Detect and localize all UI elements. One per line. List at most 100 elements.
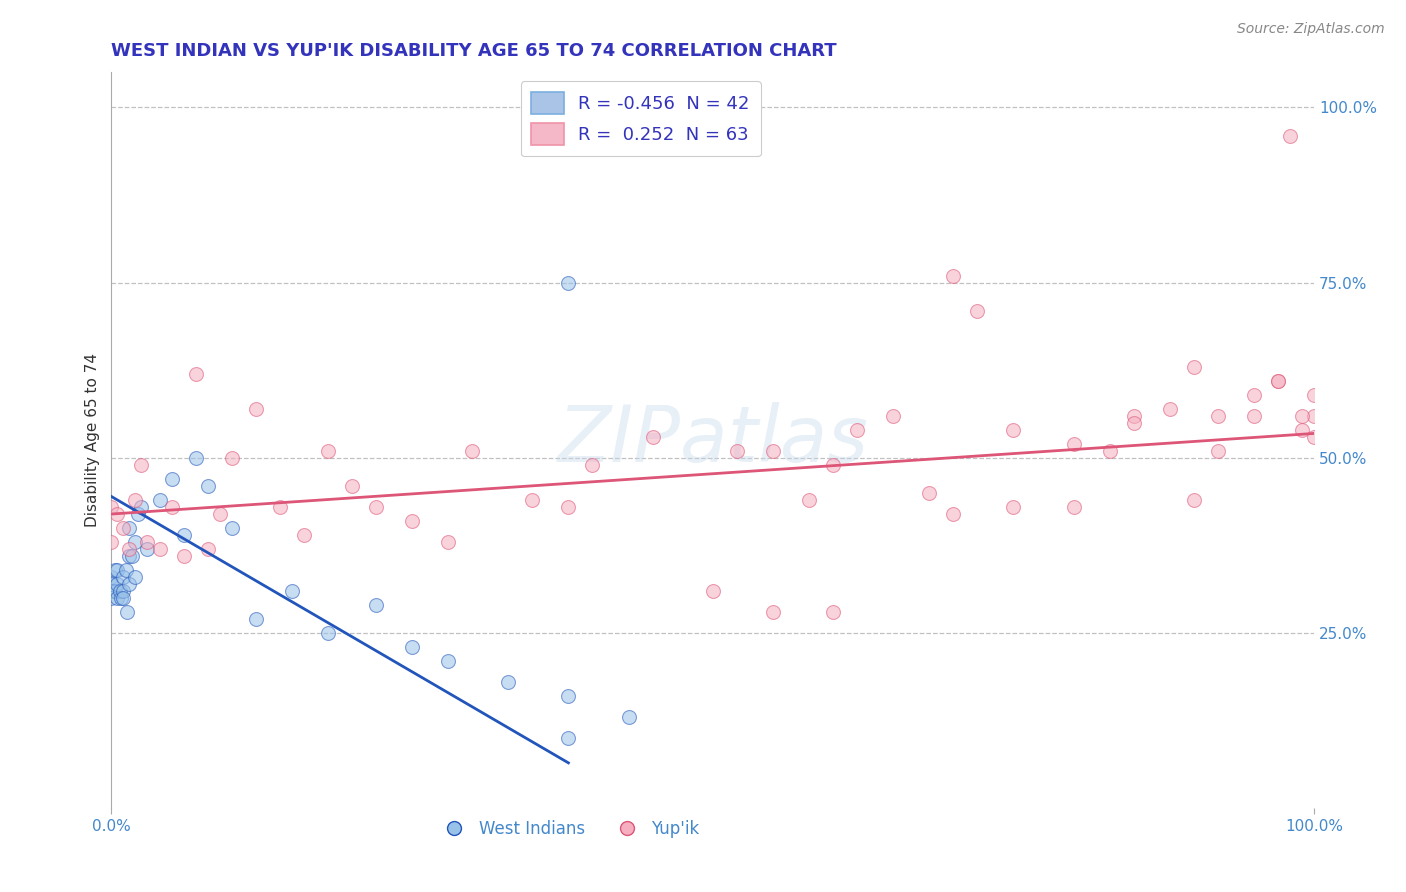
Point: [762, 605, 785, 619]
Point: [821, 605, 844, 619]
Point: [702, 584, 724, 599]
Point: [1182, 493, 1205, 508]
Point: [557, 276, 579, 290]
Point: [846, 423, 869, 437]
Point: [437, 654, 460, 668]
Point: [1206, 409, 1229, 423]
Point: [115, 605, 138, 619]
Point: [173, 549, 195, 563]
Point: [1303, 430, 1326, 444]
Point: [918, 486, 941, 500]
Point: [1002, 500, 1025, 514]
Point: [316, 626, 339, 640]
Point: [292, 528, 315, 542]
Point: [1122, 409, 1144, 423]
Point: [100, 535, 122, 549]
Point: [401, 640, 423, 655]
Point: [1243, 388, 1265, 402]
Point: [269, 500, 291, 514]
Point: [148, 542, 170, 557]
Point: [112, 521, 135, 535]
Point: [281, 584, 304, 599]
Point: [581, 458, 603, 472]
Point: [557, 500, 579, 514]
Point: [966, 303, 988, 318]
Point: [197, 479, 219, 493]
Point: [221, 450, 243, 465]
Point: [110, 591, 132, 606]
Point: [131, 500, 153, 514]
Point: [1267, 374, 1289, 388]
Point: [557, 731, 579, 746]
Point: [118, 542, 141, 557]
Point: [1291, 423, 1313, 437]
Point: [1303, 409, 1326, 423]
Point: [942, 507, 965, 521]
Point: [498, 675, 520, 690]
Point: [1063, 437, 1085, 451]
Point: [340, 479, 363, 493]
Point: [725, 444, 748, 458]
Point: [1002, 423, 1025, 437]
Point: [108, 584, 131, 599]
Point: [762, 444, 785, 458]
Point: [1182, 359, 1205, 374]
Point: [437, 535, 460, 549]
Point: [100, 500, 122, 514]
Point: [100, 591, 122, 606]
Point: [364, 598, 387, 612]
Point: [136, 535, 159, 549]
Point: [882, 409, 904, 423]
Point: [127, 507, 149, 521]
Point: [184, 450, 207, 465]
Legend: West Indians, Yup'ik: West Indians, Yup'ik: [430, 813, 706, 844]
Point: [104, 563, 127, 577]
Point: [173, 528, 195, 542]
Point: [245, 401, 267, 416]
Text: WEST INDIAN VS YUP'IK DISABILITY AGE 65 TO 74 CORRELATION CHART: WEST INDIAN VS YUP'IK DISABILITY AGE 65 …: [111, 42, 837, 60]
Point: [1243, 409, 1265, 423]
Point: [112, 570, 135, 584]
Point: [118, 521, 141, 535]
Point: [107, 577, 129, 591]
Point: [821, 458, 844, 472]
Point: [208, 507, 231, 521]
Point: [160, 500, 183, 514]
Point: [124, 570, 146, 584]
Point: [942, 268, 965, 283]
Point: [118, 577, 141, 591]
Point: [107, 507, 129, 521]
Point: [1206, 444, 1229, 458]
Text: ZIPatlas: ZIPatlas: [557, 402, 868, 478]
Point: [121, 549, 143, 563]
Point: [100, 584, 122, 599]
Point: [1063, 500, 1085, 514]
Point: [364, 500, 387, 514]
Point: [1122, 416, 1144, 430]
Point: [112, 584, 135, 599]
Point: [100, 577, 122, 591]
Point: [148, 493, 170, 508]
Point: [124, 535, 146, 549]
Point: [112, 591, 135, 606]
Point: [104, 584, 127, 599]
Point: [100, 570, 122, 584]
Point: [221, 521, 243, 535]
Point: [131, 458, 153, 472]
Point: [461, 444, 484, 458]
Point: [617, 710, 640, 724]
Point: [184, 367, 207, 381]
Point: [316, 444, 339, 458]
Point: [641, 430, 664, 444]
Text: Source: ZipAtlas.com: Source: ZipAtlas.com: [1237, 22, 1385, 37]
Point: [136, 542, 159, 557]
Point: [107, 563, 129, 577]
Point: [197, 542, 219, 557]
Point: [118, 549, 141, 563]
Point: [1159, 401, 1181, 416]
Point: [124, 493, 146, 508]
Point: [401, 514, 423, 528]
Point: [115, 563, 138, 577]
Point: [107, 591, 129, 606]
Point: [797, 493, 820, 508]
